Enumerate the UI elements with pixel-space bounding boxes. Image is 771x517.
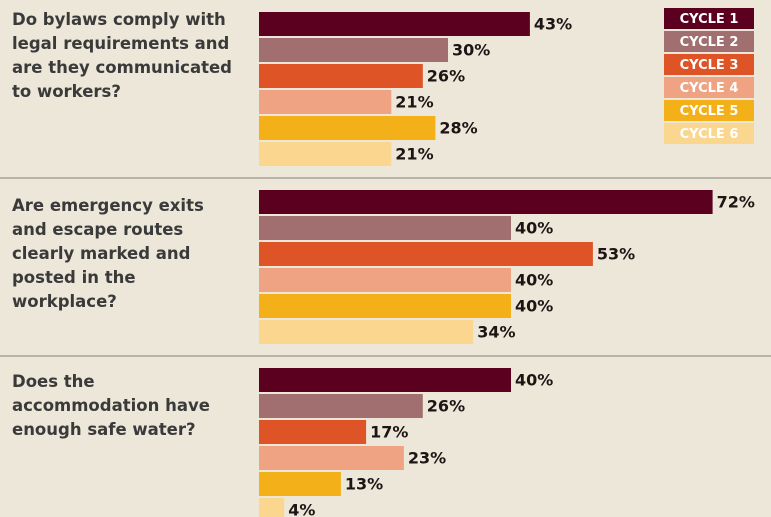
- legend-swatch: [664, 100, 754, 121]
- value-label: 30%: [452, 41, 490, 60]
- bar: [259, 12, 530, 36]
- value-label: 43%: [534, 15, 572, 34]
- legend-label: CYCLE 2: [680, 35, 739, 50]
- legend-swatch: [664, 123, 754, 144]
- bar: [259, 294, 511, 318]
- bar: [259, 320, 474, 344]
- bar: [259, 90, 392, 114]
- question: Does the accommodation have enough safe …: [12, 372, 210, 439]
- legend-swatch: [664, 77, 754, 98]
- value-label: 17%: [370, 423, 408, 442]
- legend-label: CYCLE 4: [680, 81, 739, 96]
- legend-swatch: [664, 8, 754, 29]
- bar: [259, 242, 593, 266]
- bar: [259, 368, 511, 392]
- value-label: 4%: [288, 501, 315, 517]
- bar: [259, 420, 367, 444]
- bar: [259, 472, 341, 496]
- bar: [259, 268, 511, 292]
- value-label: 40%: [515, 219, 553, 238]
- value-label: 72%: [717, 193, 755, 212]
- value-label: 28%: [439, 119, 477, 138]
- legend-swatch: [664, 31, 754, 52]
- value-label: 26%: [427, 67, 465, 86]
- bar: [259, 498, 285, 517]
- bar: [259, 64, 423, 88]
- value-label: 21%: [395, 93, 433, 112]
- bar: [259, 190, 713, 214]
- legend-label: CYCLE 1: [680, 12, 739, 27]
- value-label: 13%: [345, 475, 383, 494]
- legend-label: CYCLE 5: [680, 104, 739, 119]
- legend-label: CYCLE 6: [680, 127, 739, 142]
- value-label: 40%: [515, 271, 553, 290]
- bar: [259, 394, 423, 418]
- question: Do bylaws comply with legal requirements…: [12, 10, 232, 101]
- bar: [259, 38, 448, 62]
- question: Are emergency exits and escape routes cl…: [12, 196, 204, 311]
- value-label: 40%: [515, 297, 553, 316]
- value-label: 34%: [477, 323, 515, 342]
- bar: [259, 216, 511, 240]
- legend-swatch: [664, 54, 754, 75]
- value-label: 26%: [427, 397, 465, 416]
- value-label: 23%: [408, 449, 446, 468]
- value-label: 40%: [515, 371, 553, 390]
- bar: [259, 142, 392, 166]
- value-label: 21%: [395, 145, 433, 164]
- legend-label: CYCLE 3: [680, 58, 739, 73]
- bar: [259, 116, 436, 140]
- bar: [259, 446, 404, 470]
- value-label: 53%: [597, 245, 635, 264]
